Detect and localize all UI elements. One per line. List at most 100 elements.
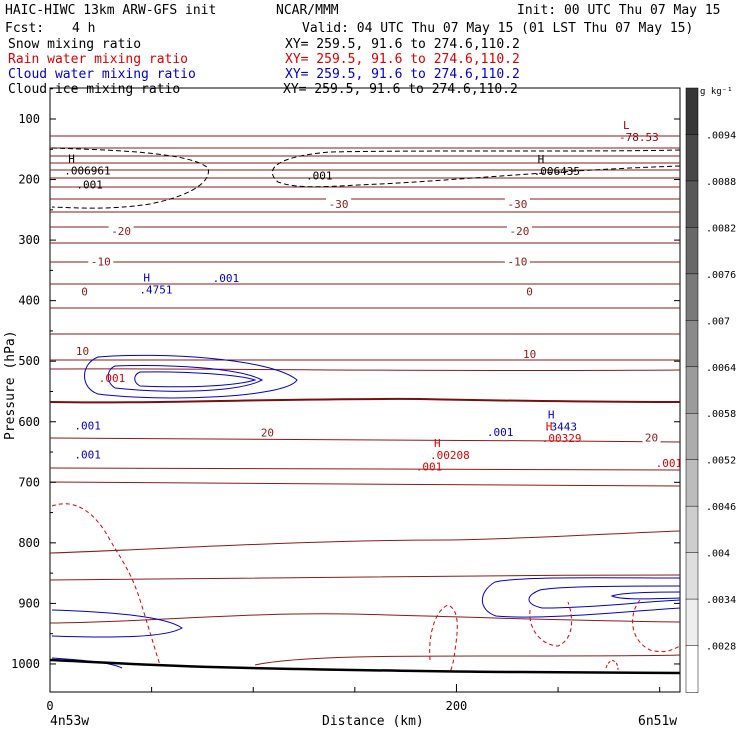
colorbar-tick-label: .007 [706,316,730,327]
extremum-marker: H [143,272,150,285]
temperature-contour-label: 0 [81,286,88,299]
temperature-contour-label: -10 [91,255,111,268]
colorbar-swatch [685,320,699,368]
temperature-contour-label: -30 [507,198,527,211]
temperature-label-bg [506,224,532,237]
extremum-value: .4751 [139,284,172,297]
temperature-label-bg [520,346,539,359]
x-axis-title: Distance (km) [322,714,424,729]
colorbar-tick-label: .0058 [706,409,736,420]
colorbar-tick-label: .0034 [706,595,736,606]
temperature-label-bg [108,224,134,237]
temperature-label-bg [73,343,92,356]
y-tick-label: 100 [18,112,40,126]
cloud-water-contour-low-right-mid [528,585,680,609]
rain-contour-right [529,601,573,647]
contour-value-label: .001 [99,372,126,385]
colorbar-tick-label: .0046 [706,502,736,513]
cloud-water-contour-outer [84,354,298,399]
rain-contour-mid [429,604,458,673]
isotherm-curve [254,654,680,666]
extremum-value: .3443 [544,421,577,434]
temperature-label-bg [79,284,91,297]
x-tick-label: 0 [46,699,53,713]
y-tick-label: 600 [18,415,40,429]
extremum-value: .00329 [542,432,582,445]
contour-value-label: .001 [74,419,101,432]
isotherm-curve [50,467,680,471]
y-tick-label: 200 [18,173,40,187]
y-tick-label: 400 [18,294,40,308]
snow-contour-right [271,149,680,188]
extremum-value: .00208 [430,449,470,462]
temperature-contour-label: -10 [507,255,527,268]
legend-label-snow: Snow mixing ratio [8,37,141,52]
colorbar-swatch [685,227,699,275]
colorbar-swatch [685,273,699,322]
isotherm-curve [50,481,680,487]
org-label: NCAR/MMM [276,3,339,18]
isotherm-curve [50,530,680,554]
y-axis-title: Pressure (hPa) [3,330,18,440]
legend-xy-snow: XY= 259.5, 91.6 to 274.6,110.2 [285,37,520,52]
isotherm-curve [50,613,680,624]
y-tick-label: 700 [18,475,40,489]
x-axis-left-location: 4n53w [50,714,89,729]
colorbar-swatch [685,552,699,600]
colorbar-tick-label: .0028 [706,642,736,653]
contour-value-label: .001 [76,178,103,191]
colorbar-swatch [685,180,699,229]
rain-contour-far-right [632,599,680,653]
terrain-line [50,658,680,675]
colorbar-swatch [685,134,699,182]
extremum-marker: L [623,119,630,132]
temperature-contour-label: 10 [523,348,536,361]
extremum-marker: H [68,152,75,165]
temperature-label-bg [504,254,530,267]
contour-value-label: .001 [306,169,333,182]
colorbar-tick-label: .0076 [706,270,736,281]
colorbar-tick-label: .0052 [706,456,736,467]
y-tick-label: 800 [18,536,40,550]
colorbar-unit: g kg⁻¹ [700,87,733,97]
contour-value-label: .001 [487,426,514,439]
extremum-marker: H [548,409,555,422]
cloud-water-contour-low-left [51,609,183,638]
y-tick-label: 1000 [11,657,40,671]
contour-value-label: .001 [74,448,101,461]
colorbar-swatch [685,598,699,647]
x-axis-right-location: 6n51w [638,714,677,729]
model-title: HAIC-HIWC 13km ARW-GFS init [5,3,216,18]
temperature-contour-label: 0 [526,286,533,299]
legend-label-rain: Rain water mixing ratio [8,52,188,67]
extremum-marker: H [546,420,553,433]
colorbar: .0094 .0088 .0082 .0076 .007 .0064 .0058 .0052.… [685,87,736,693]
temperature-contour-label: -20 [111,225,131,238]
rain-contour-left [51,503,161,666]
fcst-label: Fcst: [5,21,44,36]
colorbar-tick-label: .0082 [706,223,736,234]
isotherm-curve [50,368,680,372]
colorbar-tick-label: .0094 [706,130,736,141]
temperature-contour-label: -20 [510,225,530,238]
colorbar-swatch [685,412,699,461]
isotherm-lines [50,135,680,666]
contour-value-label: .001 [656,457,683,470]
colorbar-tick-label: .004 [706,549,730,560]
legend-xy-rain: XY= 259.5, 91.6 to 274.6,110.2 [285,52,520,67]
extremum-value: .006961 [64,164,110,177]
legend-label-cloud-ice: Cloud ice mixing ratio [8,82,180,97]
y-tick-label: 300 [18,233,40,247]
cloud-water-contour-low-right-outer [481,577,680,618]
legend-xy-cloud-water: XY= 259.5, 91.6 to 274.6,110.2 [285,67,520,82]
temperature-label-bg [88,254,114,267]
y-tick-label: 900 [18,596,40,610]
plot-frame [49,87,681,693]
temperature-contour-label: 20 [645,431,658,444]
x-tick-label: 200 [446,699,468,713]
contour-labels: -30 -30 -20 -20 -10 -10 0 0 10 10 20 20 .001 .001 .001… [64,119,683,473]
y-tick-label: 500 [18,354,40,368]
colorbar-swatch [685,505,699,554]
temperature-label-bg [504,196,530,209]
